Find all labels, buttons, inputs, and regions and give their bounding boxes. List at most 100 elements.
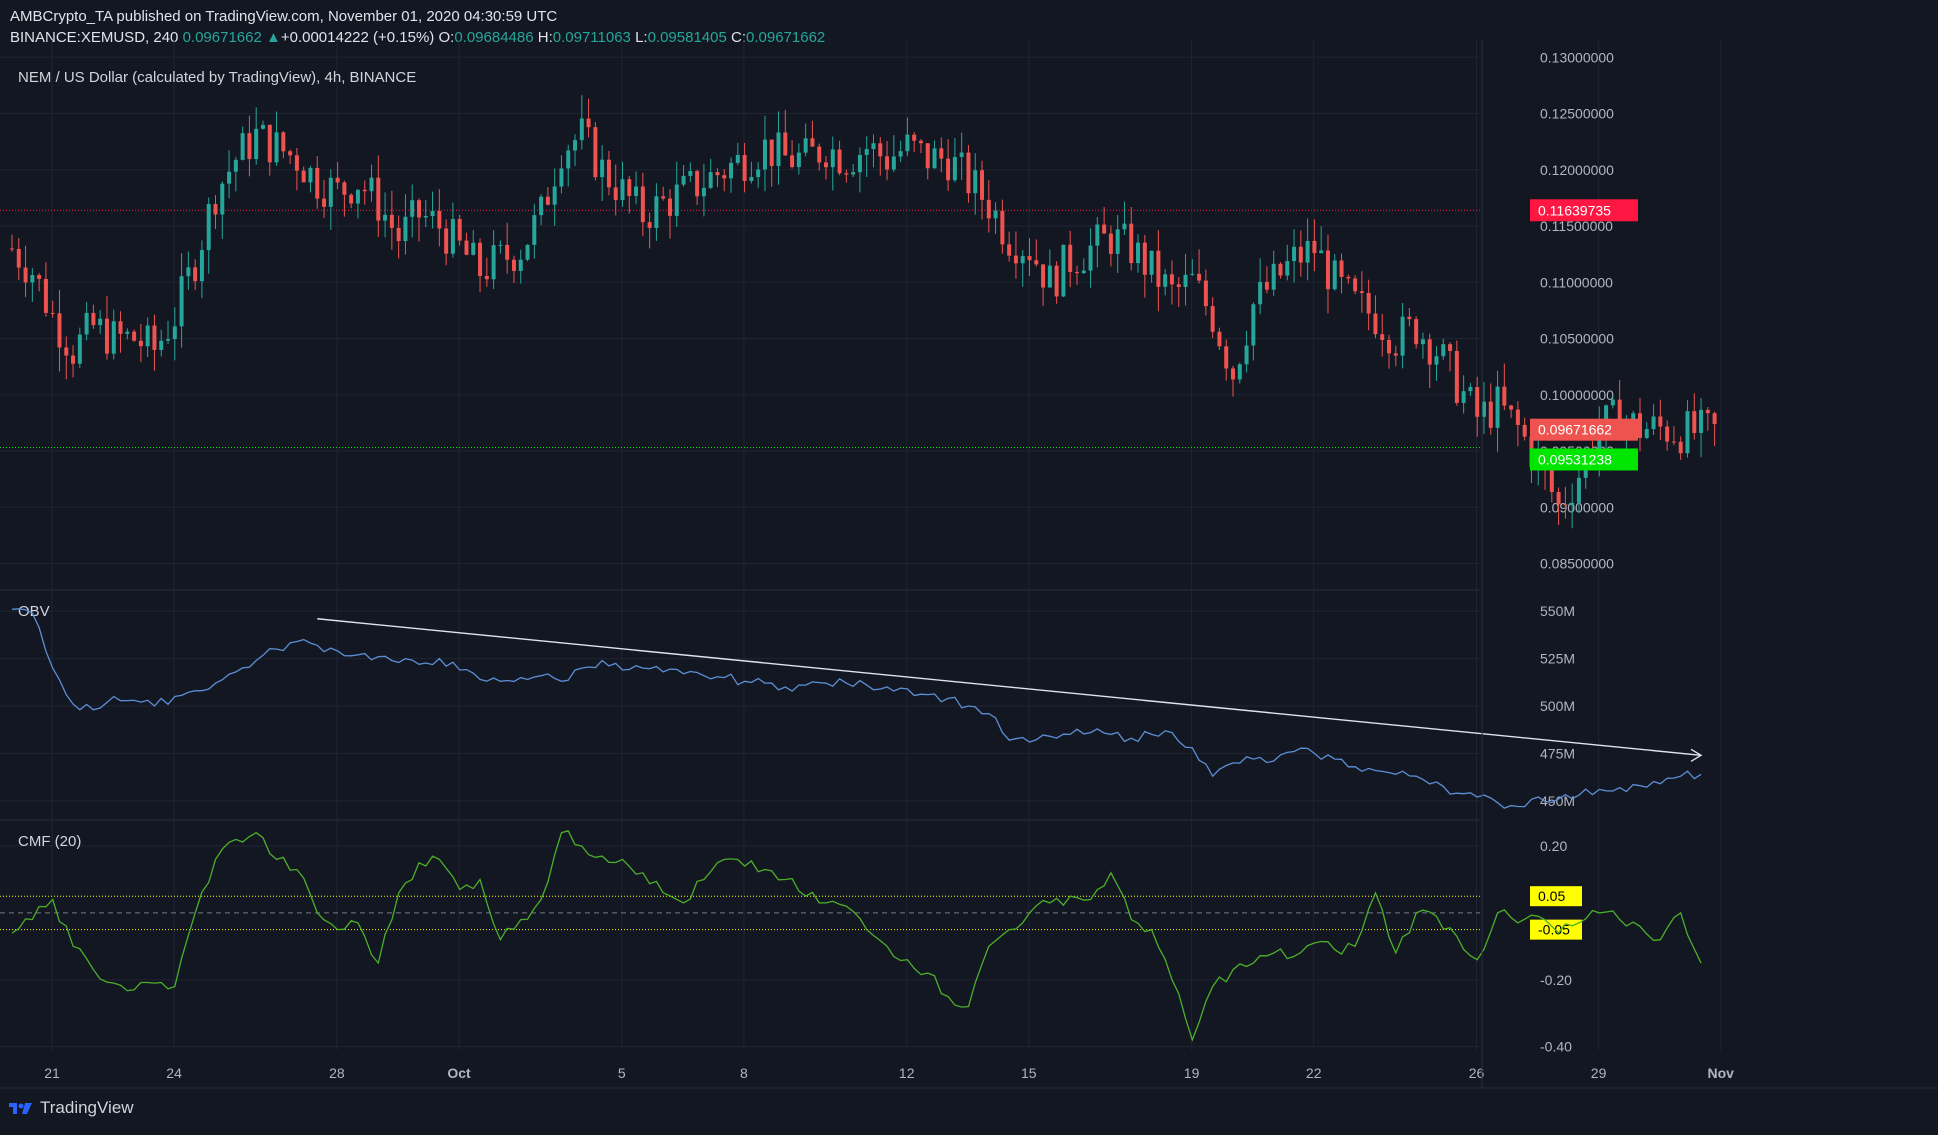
candle-body: [172, 326, 177, 340]
candle-body: [776, 132, 781, 166]
candle-body: [457, 218, 462, 241]
candle-body: [1407, 316, 1412, 320]
support-price-label: 0.09531238: [1538, 451, 1612, 467]
candle-body: [654, 196, 659, 228]
candle-body: [491, 245, 496, 280]
candle-body: [600, 159, 605, 178]
cmf-level-label-bg: [1530, 886, 1582, 907]
candle-body: [1129, 223, 1134, 264]
candle-body: [1678, 441, 1683, 454]
publish-info: AMBCrypto_TA published on TradingView.co…: [10, 8, 558, 25]
candle-body: [864, 149, 869, 155]
candle-body: [464, 240, 469, 255]
candle-body: [145, 325, 150, 347]
candle-body: [857, 154, 862, 173]
candle-body: [681, 175, 686, 185]
candle-body: [1115, 229, 1120, 254]
candle-body: [1475, 387, 1480, 417]
candle-body: [484, 275, 489, 280]
candle-body: [1468, 387, 1473, 392]
candle-body: [308, 167, 313, 183]
support-price-label-bg: [1530, 448, 1638, 471]
candle-body: [905, 134, 910, 152]
candle-body: [1393, 353, 1398, 356]
candle-body: [37, 275, 42, 279]
candle-body: [511, 259, 516, 271]
candle-body: [57, 313, 62, 348]
candle-body: [98, 318, 103, 326]
candle-body: [1020, 256, 1025, 264]
candle-body: [288, 151, 293, 156]
x-tick-label: 26: [1469, 1065, 1485, 1081]
brand-footer: TradingView: [8, 1098, 134, 1118]
candle-body: [532, 215, 537, 245]
candle-body: [871, 143, 876, 150]
candle-body: [1610, 399, 1615, 406]
open-label: O:: [438, 29, 455, 46]
obv-tick-label: 450M: [1540, 793, 1575, 809]
candle-body: [1712, 413, 1717, 425]
candle-body: [199, 250, 204, 282]
candle-body: [437, 210, 442, 229]
candle-body: [77, 334, 82, 364]
candle-body: [579, 118, 584, 141]
candle-body: [417, 200, 421, 218]
obv-tick-label: 525M: [1540, 651, 1575, 667]
x-tick-label: 19: [1184, 1065, 1200, 1081]
candle-body: [783, 132, 788, 156]
open-value: 0.09684486: [454, 29, 534, 46]
candle-body: [661, 196, 666, 199]
candle-body: [111, 321, 116, 354]
candle-body: [71, 355, 76, 364]
candle-body: [986, 199, 991, 219]
candle-body: [796, 152, 801, 168]
candle-body: [166, 339, 171, 341]
candle-body: [1420, 339, 1425, 345]
obv-tick-label: 500M: [1540, 698, 1575, 714]
candle-body: [993, 210, 998, 219]
candle-body: [1380, 334, 1385, 340]
candle-body: [315, 167, 320, 199]
candle-body: [1638, 413, 1642, 438]
candle-body: [715, 172, 720, 176]
candle-body: [708, 172, 713, 188]
candle-body: [627, 179, 632, 196]
candle-body: [1298, 246, 1303, 263]
candle-body: [1088, 245, 1093, 271]
candle-body: [1169, 274, 1174, 285]
candle-body: [518, 259, 523, 271]
candle-body: [125, 331, 130, 334]
candle-body: [1692, 411, 1697, 433]
tradingview-logo-icon: [9, 1103, 32, 1114]
candle-body: [830, 149, 835, 168]
cmf-level-label: 0.05: [1538, 888, 1565, 904]
trendline-arrow-icon: [1690, 748, 1703, 762]
candle-body: [1515, 409, 1520, 425]
candle-body: [1699, 409, 1704, 433]
price-change: +0.00014222 (+0.15%): [280, 29, 435, 46]
candle-body: [478, 242, 483, 276]
candle-body: [84, 312, 89, 335]
x-tick-label: 8: [740, 1065, 748, 1081]
candle-body: [91, 312, 96, 326]
candle-body: [640, 186, 645, 223]
candle-body: [1400, 316, 1405, 356]
candle-body: [1007, 244, 1012, 256]
price-tick-label: 0.10000000: [1540, 387, 1614, 403]
last-price: 0.09671662: [182, 29, 262, 46]
candle-body: [1644, 429, 1649, 438]
candle-body: [159, 340, 164, 350]
candle-body: [1488, 401, 1493, 428]
candle-body: [1224, 346, 1229, 369]
candle-body: [1685, 411, 1690, 454]
candle-body: [213, 204, 218, 215]
obv-tick-label: 475M: [1540, 745, 1575, 761]
candle-body: [220, 183, 225, 215]
candle-body: [10, 248, 14, 250]
obv-tick-label: 550M: [1540, 603, 1575, 619]
candle-body: [1231, 368, 1235, 380]
candle-body: [1210, 306, 1215, 332]
x-tick-label: 28: [329, 1065, 345, 1081]
candle-body: [790, 155, 795, 168]
